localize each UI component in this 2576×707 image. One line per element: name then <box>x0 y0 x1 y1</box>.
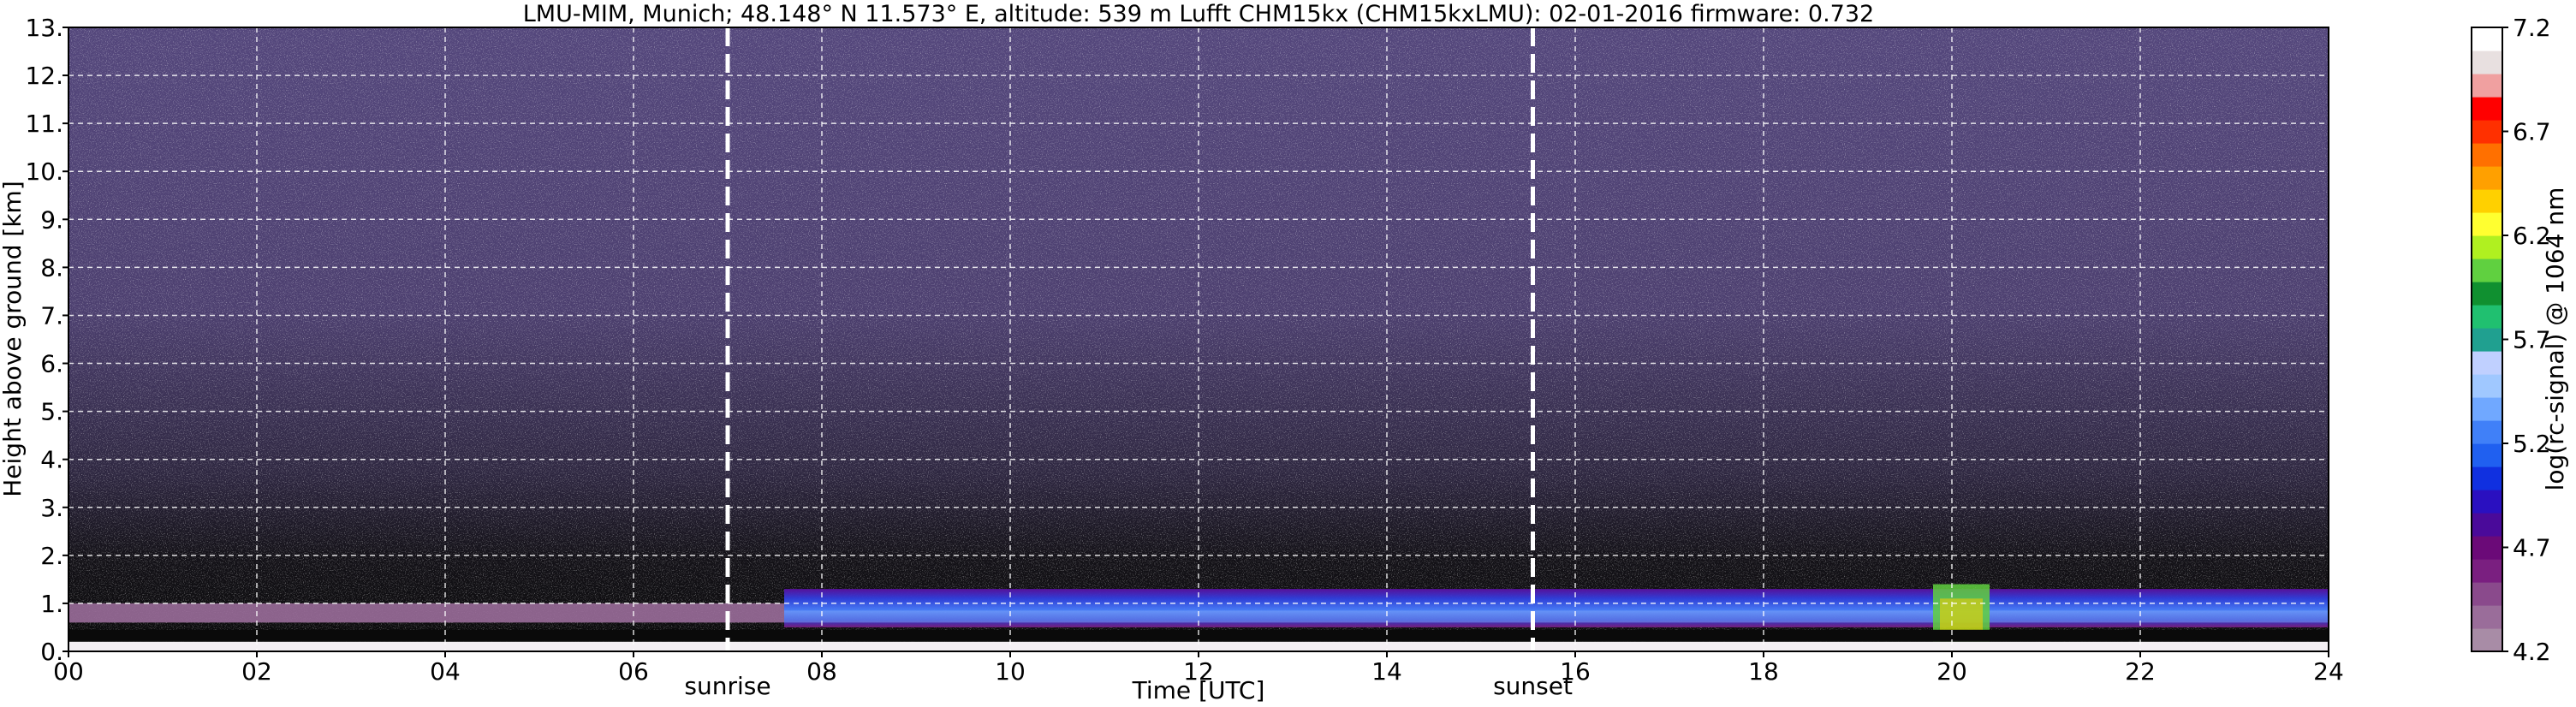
colorbar-label: log(rc-signal) @ 1064 nm <box>2541 187 2569 491</box>
x-tick-label: 10 <box>995 657 1026 686</box>
y-axis-ticks: 0. 1. 2. 3. 4. 5. 6. 7. 8. 9. 10. 11. 12. 13. <box>25 14 68 666</box>
colorbar-swatch <box>2472 559 2502 583</box>
x-tick-label: 18 <box>1748 657 1779 686</box>
x-tick-label: 20 <box>1936 657 1967 686</box>
colorbar-swatch <box>2472 50 2502 74</box>
y-tick-label: 5. <box>40 398 63 426</box>
colorbar-swatch <box>2472 166 2502 190</box>
colorbar-swatch <box>2472 189 2502 213</box>
colorbar-swatch <box>2472 443 2502 467</box>
y-tick-label: 8. <box>40 253 63 282</box>
y-tick-label: 6. <box>40 350 63 378</box>
y-tick-label: 12. <box>25 62 63 90</box>
sunset-label: sunset <box>1493 672 1573 700</box>
colorbar-swatch <box>2472 628 2502 652</box>
y-tick-label: 7. <box>40 301 63 330</box>
colorbar-swatch <box>2472 235 2502 259</box>
y-tick-label: 1. <box>40 590 63 618</box>
colorbar-tick-label: 5.7 <box>2513 326 2551 354</box>
colorbar-swatch <box>2472 582 2502 606</box>
y-tick-label: 4. <box>40 446 63 474</box>
colorbar-tick-label: 6.2 <box>2513 222 2551 250</box>
colorbar-swatch <box>2472 27 2502 51</box>
colorbar-tick-label: 4.2 <box>2513 638 2551 666</box>
colorbar-swatch <box>2472 97 2502 121</box>
colorbar-tick-label: 7.2 <box>2513 14 2551 42</box>
colorbar-swatch <box>2472 397 2502 421</box>
x-tick-label: 04 <box>430 657 461 686</box>
y-tick-label: 13. <box>25 14 63 42</box>
y-tick-label: 9. <box>40 205 63 234</box>
colorbar-swatch <box>2472 74 2502 98</box>
x-tick-label: 02 <box>241 657 272 686</box>
colorbar-swatch <box>2472 466 2502 490</box>
colorbar-swatch <box>2472 374 2502 398</box>
colorbar-swatch <box>2472 605 2502 629</box>
colorbar-tick-label: 4.7 <box>2513 534 2551 562</box>
sunrise-label: sunrise <box>684 672 770 700</box>
sun-markers: sunrise sunset <box>684 27 1573 700</box>
y-axis-label: Height above ground [km] <box>0 181 27 497</box>
feature-boundary-layer-aerosol-core <box>784 610 2329 623</box>
x-tick-label: 16 <box>1560 657 1591 686</box>
x-tick-label: 08 <box>806 657 837 686</box>
colorbar-swatch <box>2472 212 2502 236</box>
x-tick-label: 24 <box>2313 657 2344 686</box>
y-tick-label: 3. <box>40 494 63 522</box>
x-tick-label: 22 <box>2125 657 2156 686</box>
x-tick-label: 00 <box>53 657 84 686</box>
y-tick-label: 11. <box>25 110 63 138</box>
colorbar-swatch <box>2472 282 2502 306</box>
colorbar-swatch <box>2472 143 2502 167</box>
colorbar-swatch <box>2472 351 2502 375</box>
y-tick-label: 10. <box>25 157 63 186</box>
y-tick-label: 2. <box>40 542 63 570</box>
colorbar-swatch <box>2472 120 2502 144</box>
colorbar: 4.2 4.7 5.2 5.7 6.2 6.7 7.2 <box>2471 14 2551 666</box>
colorbar-swatch <box>2472 305 2502 329</box>
ground-gap <box>68 641 2329 651</box>
colorbar-swatch <box>2472 258 2502 282</box>
x-axis-ticks: 00 02 04 06 08 10 12 14 16 18 20 22 24 <box>53 651 2344 686</box>
colorbar-tick-label: 5.2 <box>2513 430 2551 458</box>
colorbar-tick-label: 6.7 <box>2513 118 2551 146</box>
x-tick-label: 14 <box>1371 657 1402 686</box>
colorbar-swatch <box>2472 536 2502 560</box>
x-tick-label: 06 <box>618 657 649 686</box>
colorbar-swatch <box>2472 420 2502 444</box>
x-tick-label: 12 <box>1183 657 1214 686</box>
x-axis-label: Time [UTC] <box>1132 676 1265 704</box>
chart-title: LMU-MIM, Munich; 48.148° N 11.573° E, al… <box>523 1 1874 27</box>
colorbar-swatch <box>2472 513 2502 537</box>
feature-lower-residual-layer <box>68 603 784 623</box>
y-tick-label: 0. <box>40 638 63 666</box>
colorbar-swatch <box>2472 490 2502 514</box>
colorbar-swatch <box>2472 328 2502 352</box>
feature-boundary-layer-aerosol <box>784 589 2329 627</box>
